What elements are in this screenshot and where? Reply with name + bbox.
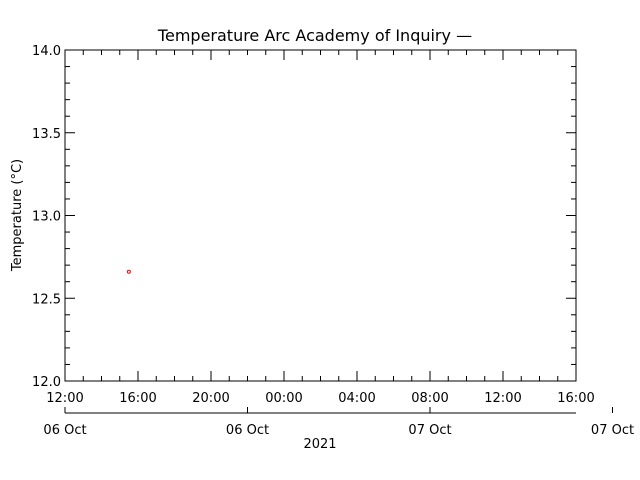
x-axis-ticks: 12:00 16:00 20:00 00:00 04:00 08:00 12:00 16:00 — [46, 50, 595, 406]
x-tick-label: 16:00 — [119, 391, 156, 406]
x-tick-label: 12:00 — [484, 391, 521, 406]
y-axis-label: Temperature (°C) — [10, 159, 25, 272]
date-tick-label: 07 Oct — [408, 423, 451, 438]
data-points — [126, 269, 131, 274]
x-tick-label: 08:00 — [411, 391, 448, 406]
y-axis-ticks: 12.0 12.5 13.0 13.5 14.0 — [32, 44, 576, 390]
plot-frame — [64, 49, 577, 382]
y-tick-label: 14.0 — [32, 44, 61, 59]
date-tick-label: 07 Oct — [591, 423, 634, 438]
data-point — [126, 269, 131, 274]
x-tick-label: 12:00 — [46, 391, 83, 406]
y-tick-label: 13.5 — [32, 127, 61, 142]
x-tick-label: 16:00 — [557, 391, 594, 406]
year-label: 2021 — [303, 437, 336, 452]
date-tick-label: 06 Oct — [226, 423, 269, 438]
date-tick-label: 06 Oct — [43, 423, 86, 438]
x-tick-label: 20:00 — [192, 391, 229, 406]
y-tick-label: 12.5 — [32, 292, 61, 307]
x-tick-label: 00:00 — [265, 391, 302, 406]
y-tick-label: 13.0 — [32, 210, 61, 225]
y-tick-label: 12.0 — [32, 375, 61, 390]
chart-title: Temperature Arc Academy of Inquiry — — [157, 26, 472, 45]
x-tick-label: 04:00 — [338, 391, 375, 406]
